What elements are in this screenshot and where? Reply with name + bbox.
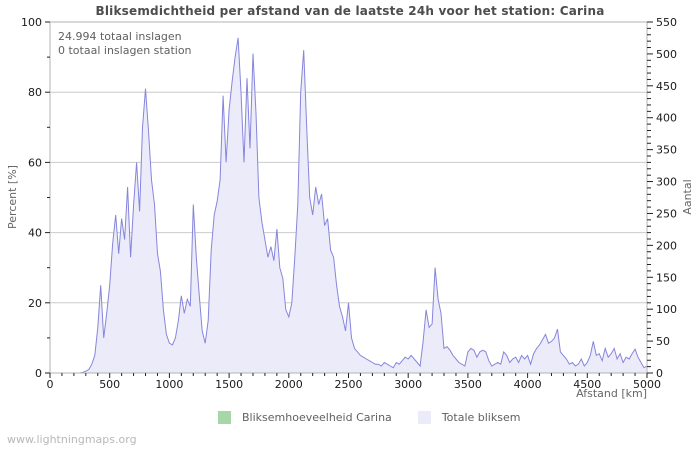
x-tick-label: 2000: [275, 378, 303, 391]
y-right-tick-label: 300: [656, 176, 677, 189]
total-series-swatch: [417, 411, 431, 424]
x-tick-label: 0: [47, 378, 54, 391]
y-right-tick-label: 450: [656, 80, 677, 93]
x-axis-title: Afstand [km]: [576, 387, 647, 400]
x-tick-label: 1500: [215, 378, 243, 391]
chart-legend: Bliksemhoeveelheid Carina Totale bliksem: [218, 411, 520, 424]
y-right-tick-label: 250: [656, 207, 677, 220]
y-left-tick-label: 40: [28, 227, 42, 240]
x-tick-label: 500: [99, 378, 120, 391]
y-right-tick-label: 100: [656, 303, 677, 316]
station-series-swatch: [218, 411, 231, 424]
y-right-tick-label: 550: [656, 16, 677, 29]
watermark-url: www.lightningmaps.org: [7, 433, 137, 446]
legend-label-station: Bliksemhoeveelheid Carina: [242, 411, 392, 424]
x-tick-label: 5000: [633, 378, 661, 391]
y-left-tick-label: 80: [28, 86, 42, 99]
x-tick-label: 3000: [394, 378, 422, 391]
x-tick-label: 4000: [514, 378, 542, 391]
y-left-tick-label: 100: [21, 16, 42, 29]
y-left-axis-title: Percent [%]: [6, 165, 19, 229]
y-right-tick-label: 50: [656, 335, 670, 348]
station-strikes-text: 0 totaal inslagen station: [58, 44, 192, 57]
chart-title: Bliksemdichtheid per afstand van de laat…: [95, 4, 605, 18]
totals-annotation: 24.994 totaal inslagen 0 totaal inslagen…: [58, 30, 192, 58]
total-strikes-text: 24.994 totaal inslagen: [58, 30, 182, 43]
y-right-tick-label: 350: [656, 144, 677, 157]
y-left-tick-label: 60: [28, 156, 42, 169]
x-tick-label: 4500: [573, 378, 601, 391]
x-tick-label: 1000: [155, 378, 183, 391]
x-tick-label: 3500: [454, 378, 482, 391]
y-right-tick-label: 500: [656, 48, 677, 61]
y-left-tick-label: 0: [35, 367, 42, 380]
y-right-axis-title: Aantal: [681, 179, 694, 214]
x-tick-label: 2500: [335, 378, 363, 391]
total-lightning-line: [50, 37, 648, 374]
legend-label-total: Totale bliksem: [441, 411, 521, 424]
legend-item-station: Bliksemhoeveelheid Carina: [218, 411, 392, 424]
y-right-tick-label: 150: [656, 271, 677, 284]
legend-item-total: Totale bliksem: [417, 411, 521, 424]
y-right-tick-label: 400: [656, 112, 677, 125]
y-left-tick-label: 20: [28, 297, 42, 310]
y-right-tick-label: 200: [656, 239, 677, 252]
y-right-tick-label: 0: [656, 367, 663, 380]
